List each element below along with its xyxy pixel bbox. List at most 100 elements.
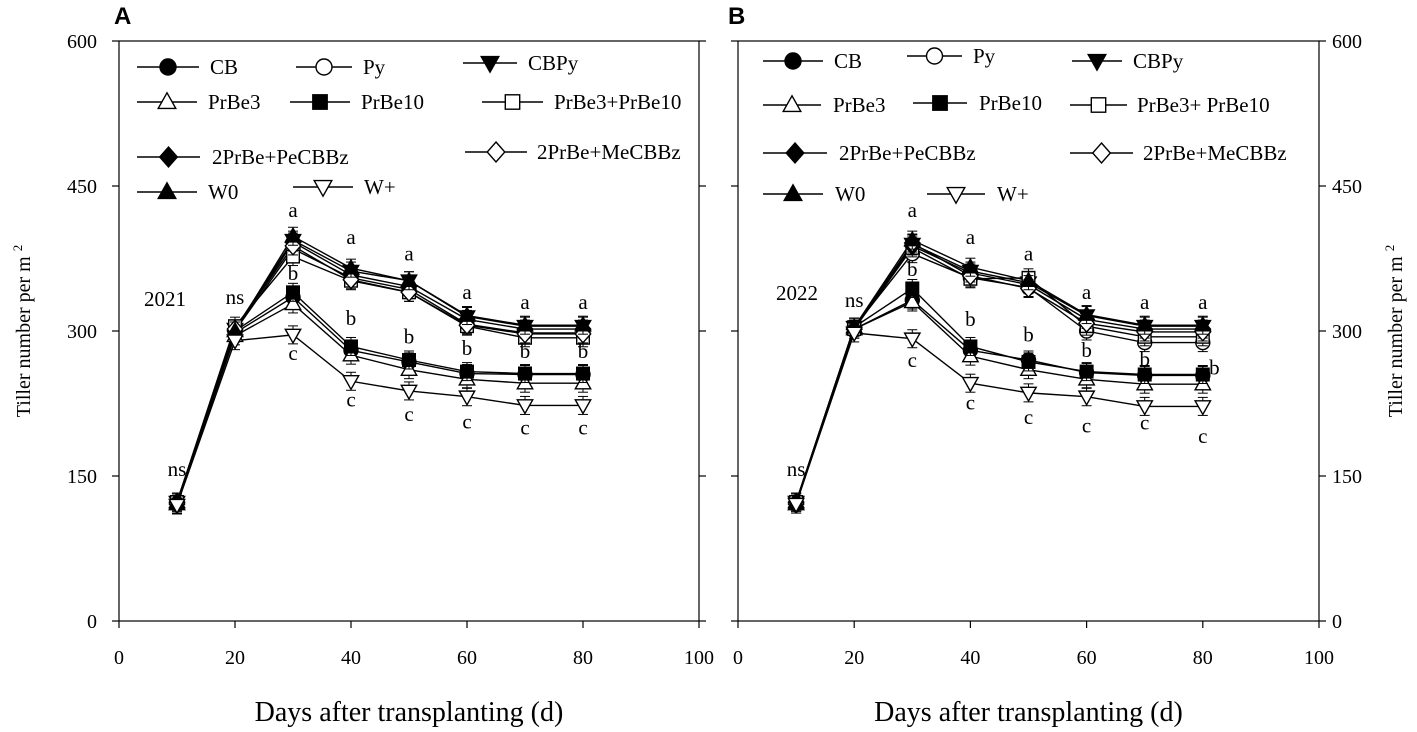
- y-axis-label-sup: 2: [10, 245, 25, 252]
- legend-marker: [315, 58, 333, 76]
- x-tick-label: 20: [844, 647, 864, 669]
- data-point: [574, 399, 592, 415]
- x-tick-label: 20: [225, 647, 245, 669]
- legend-marker: [486, 140, 506, 164]
- y-tick-label: 600: [1332, 31, 1362, 53]
- legend-marker: [158, 145, 179, 169]
- legend-label: 2PrBe+PeCBBz: [212, 145, 349, 169]
- year-label: 2022: [776, 281, 818, 305]
- data-point: [516, 399, 534, 415]
- legend-marker: [1091, 141, 1112, 165]
- legend-label: 2PrBe+MeCBBz: [537, 140, 681, 164]
- data-point: [284, 226, 302, 243]
- series-line-5: [795, 287, 1203, 503]
- legend-marker: [783, 183, 803, 202]
- series-line-10: [176, 334, 583, 506]
- significance-label: b: [462, 336, 473, 360]
- significance-label: ns: [845, 288, 864, 312]
- y-tick-label: 0: [1332, 611, 1342, 633]
- significance-label: c: [288, 341, 297, 365]
- y-axis-label-main: Tiller number per m: [1385, 251, 1407, 417]
- y-tick-label: 150: [1332, 466, 1362, 488]
- data-point: [1135, 315, 1154, 332]
- legend-label: CBPy: [1133, 49, 1184, 73]
- data-point: [400, 271, 418, 288]
- data-point: [284, 328, 302, 345]
- data-point: [1077, 390, 1096, 407]
- legend-marker: [946, 186, 966, 205]
- data-point: [518, 366, 533, 381]
- legend-marker: [504, 94, 521, 110]
- data-point: [905, 281, 920, 296]
- significance-label: c: [1198, 424, 1207, 448]
- data-point: [516, 315, 534, 332]
- significance-label: b: [346, 306, 357, 330]
- legend-marker: [782, 94, 802, 113]
- legend-marker: [159, 58, 177, 76]
- legend-label: PrBe10: [979, 91, 1042, 115]
- significance-label: ns: [787, 457, 806, 481]
- legend-label: PrBe3+PrBe10: [554, 90, 681, 114]
- y-tick-label: 450: [1332, 176, 1362, 198]
- data-point: [845, 326, 864, 343]
- significance-label: a: [1140, 290, 1150, 314]
- data-point: [400, 384, 418, 401]
- y-tick-label: 600: [67, 31, 97, 53]
- y-tick-label: 0: [87, 611, 97, 633]
- legend-label: PrBe3: [208, 90, 261, 114]
- significance-label: b: [520, 339, 531, 363]
- significance-label: a: [966, 225, 976, 249]
- y-tick-label: 450: [67, 176, 97, 198]
- series-line-9: [795, 239, 1203, 503]
- significance-label: b: [288, 261, 299, 285]
- x-axis-label: Days after transplanting (d): [874, 697, 1183, 728]
- significance-label: c: [462, 410, 471, 434]
- data-point: [458, 306, 476, 322]
- series-line-4: [795, 301, 1203, 505]
- legend-label: Py: [363, 55, 386, 79]
- data-point: [344, 339, 359, 354]
- y-tick-label: 300: [1332, 321, 1362, 343]
- significance-label: b: [1209, 356, 1220, 380]
- legend-label: 2PrBe+PeCBBz: [839, 141, 976, 165]
- significance-label: a: [1082, 280, 1092, 304]
- legend-label: W+: [364, 175, 396, 199]
- series-group: [168, 226, 592, 515]
- significance-label: a: [520, 290, 530, 314]
- significance-label: c: [578, 415, 587, 439]
- data-point: [342, 258, 360, 275]
- significance-label: c: [404, 402, 413, 426]
- legend-label: PrBe10: [361, 90, 424, 114]
- data-point: [402, 353, 417, 368]
- significance-label: a: [346, 225, 356, 249]
- legend-label: PrBe3+ PrBe10: [1137, 93, 1270, 117]
- data-point: [903, 292, 922, 309]
- legend-marker: [784, 52, 802, 70]
- significance-label: a: [1024, 241, 1034, 265]
- panel-letter: A: [114, 3, 131, 30]
- significance-label: a: [288, 198, 298, 222]
- significance-label: c: [966, 390, 975, 414]
- data-point: [961, 257, 980, 274]
- legend-marker: [313, 179, 333, 198]
- legend-marker: [932, 95, 948, 111]
- data-point: [963, 339, 978, 354]
- significance-label: b: [965, 307, 976, 331]
- series-line-8: [795, 242, 1203, 505]
- panel-letter: B: [728, 3, 745, 30]
- significance-label: ns: [226, 285, 245, 309]
- legend-label: CB: [210, 55, 238, 79]
- series-group: [787, 230, 1212, 514]
- legend-marker: [785, 141, 805, 165]
- data-point: [1135, 400, 1154, 416]
- legend-marker: [480, 55, 500, 74]
- data-point: [787, 497, 805, 514]
- data-point: [342, 374, 360, 391]
- data-point: [961, 376, 980, 393]
- legend-marker: [1087, 53, 1107, 72]
- significance-label: c: [908, 348, 917, 372]
- data-point: [576, 366, 591, 381]
- significance-label: a: [462, 280, 472, 304]
- legend-label: PrBe3: [833, 93, 886, 117]
